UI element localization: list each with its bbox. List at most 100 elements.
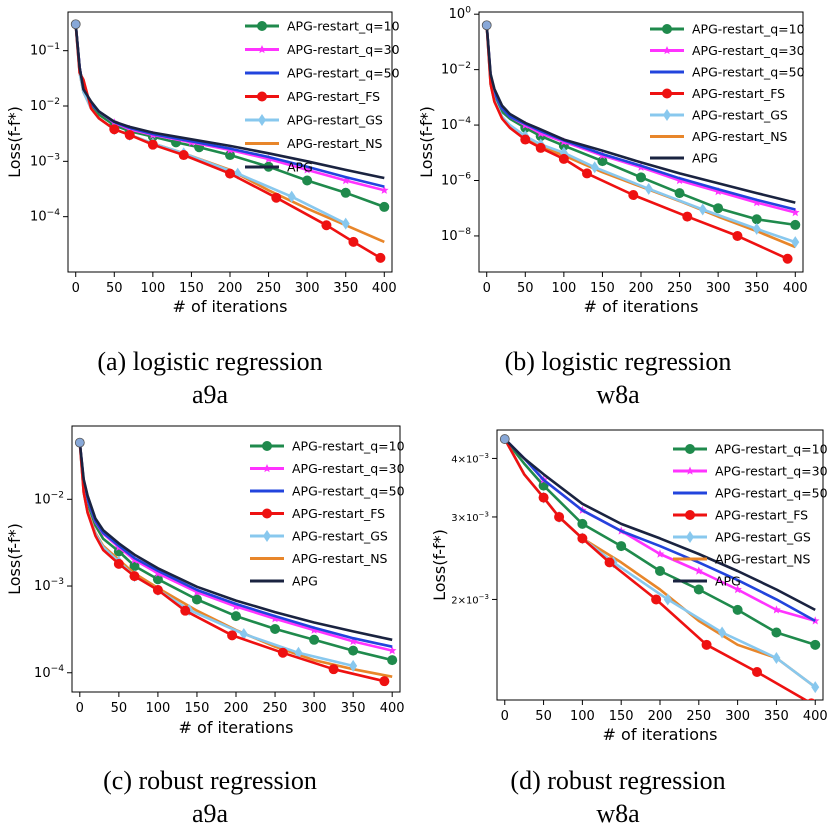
series-line-apg <box>74 24 385 180</box>
data-point <box>655 549 665 558</box>
caption-d: (d) robust regression w8a <box>408 764 828 830</box>
data-point <box>651 594 662 605</box>
x-tick-label: 300 <box>706 281 731 296</box>
legend-label: APG-restart_NS <box>692 129 788 144</box>
x-tick-label: 400 <box>803 709 828 724</box>
data-point <box>192 587 202 596</box>
data-point <box>771 627 782 638</box>
data-point <box>694 566 704 575</box>
y-tick-label: 10−3 <box>34 577 64 594</box>
caption-b: (b) logistic regression w8a <box>408 345 828 411</box>
data-point <box>341 176 350 185</box>
data-point <box>732 604 743 615</box>
series-line-apg-restart-q-10 <box>503 438 816 647</box>
data-point <box>380 185 389 194</box>
series-line-apg <box>78 442 393 642</box>
data-point <box>379 201 390 212</box>
data-point <box>481 20 492 31</box>
data-point <box>713 203 724 214</box>
caption-c-line1: (c) robust regression <box>103 766 317 795</box>
caption-d-line1: (d) robust regression <box>510 766 726 795</box>
data-point <box>791 208 800 217</box>
x-tick-label: 100 <box>140 281 165 296</box>
y-tick-label: 100 <box>449 5 472 22</box>
series-line-apg-restart-fs <box>74 24 382 260</box>
data-point <box>733 585 742 594</box>
data-point <box>628 189 639 200</box>
data-point <box>577 533 588 544</box>
legend-marker <box>662 24 672 34</box>
y-tick-label: 10−4 <box>34 664 64 681</box>
legend-label: APG-restart_q=50 <box>715 486 828 501</box>
x-tick-label: 350 <box>333 281 358 296</box>
legend-marker <box>262 441 272 451</box>
data-point <box>294 646 303 659</box>
data-point <box>341 217 350 230</box>
data-point <box>129 571 140 582</box>
data-point <box>538 492 549 503</box>
data-point <box>309 634 320 645</box>
legend-label: APG-restart_q=50 <box>692 65 805 80</box>
legend-label: APG <box>715 574 741 589</box>
y-tick-label: 10−1 <box>30 42 60 59</box>
legend-label: APG-restart_GS <box>692 108 788 123</box>
x-tick-label: 200 <box>224 701 249 716</box>
data-point <box>644 182 653 195</box>
data-point <box>387 646 397 655</box>
data-point <box>348 636 358 645</box>
legend-label: APG-restart_NS <box>287 136 383 151</box>
data-point <box>231 611 241 622</box>
y-tick-label: 10−4 <box>441 116 471 133</box>
x-tick-label: 100 <box>570 709 595 724</box>
data-point <box>782 253 793 264</box>
x-axis-label: # of iterations <box>603 725 718 744</box>
y-axis-label: Loss(f-f*) <box>5 106 24 178</box>
legend-label: APG-restart_q=10 <box>692 22 805 37</box>
legend-marker <box>258 114 266 126</box>
y-tick-label: 10−2 <box>30 97 60 114</box>
legend-marker <box>685 510 695 520</box>
y-tick-label: 3×10−3 <box>451 510 489 524</box>
legend-marker <box>257 21 267 31</box>
legend-label: APG-restart_q=50 <box>292 484 405 499</box>
legend-marker <box>663 109 671 121</box>
legend-label: APG-restart_NS <box>292 551 388 566</box>
data-point <box>701 639 712 650</box>
y-tick-label: 10−3 <box>30 152 60 169</box>
data-point <box>152 584 163 595</box>
x-tick-label: 50 <box>535 709 552 724</box>
data-point <box>682 211 693 222</box>
caption-b-line2: w8a <box>596 380 640 409</box>
data-point <box>109 124 120 135</box>
data-point <box>811 681 820 694</box>
data-point <box>231 602 241 611</box>
legend-marker <box>662 88 672 99</box>
x-tick-label: 0 <box>72 281 80 296</box>
y-axis-label: Loss(f-f*) <box>5 523 24 595</box>
data-point <box>74 437 85 448</box>
data-point <box>675 176 684 185</box>
legend-label: APG-restart_q=30 <box>715 464 828 479</box>
data-point <box>287 190 296 203</box>
caption-a: (a) logistic regression a9a <box>0 345 420 411</box>
x-tick-label: 350 <box>341 701 366 716</box>
x-tick-label: 50 <box>111 701 128 716</box>
data-point <box>535 142 546 153</box>
data-point <box>225 150 235 161</box>
x-tick-label: 250 <box>263 701 288 716</box>
data-point <box>348 645 359 656</box>
legend-label: APG-restart_FS <box>287 89 380 104</box>
data-point <box>302 175 313 186</box>
series-line-apg-restart-q-50 <box>503 438 816 623</box>
chart-3: 0 50 100 150 200 250 300 350 400 # of iterations L… <box>5 425 405 737</box>
legend-label: APG-restart_FS <box>715 508 808 523</box>
chart-1: 0 50 100 150 200 250 300 350 400 # of iterations L… <box>5 11 400 316</box>
data-point <box>693 584 704 595</box>
data-point <box>807 698 816 700</box>
data-point <box>147 139 158 150</box>
legend-label: APG-restart_q=10 <box>287 19 400 34</box>
data-point <box>375 252 386 263</box>
data-point <box>752 198 761 207</box>
data-point <box>124 129 135 140</box>
